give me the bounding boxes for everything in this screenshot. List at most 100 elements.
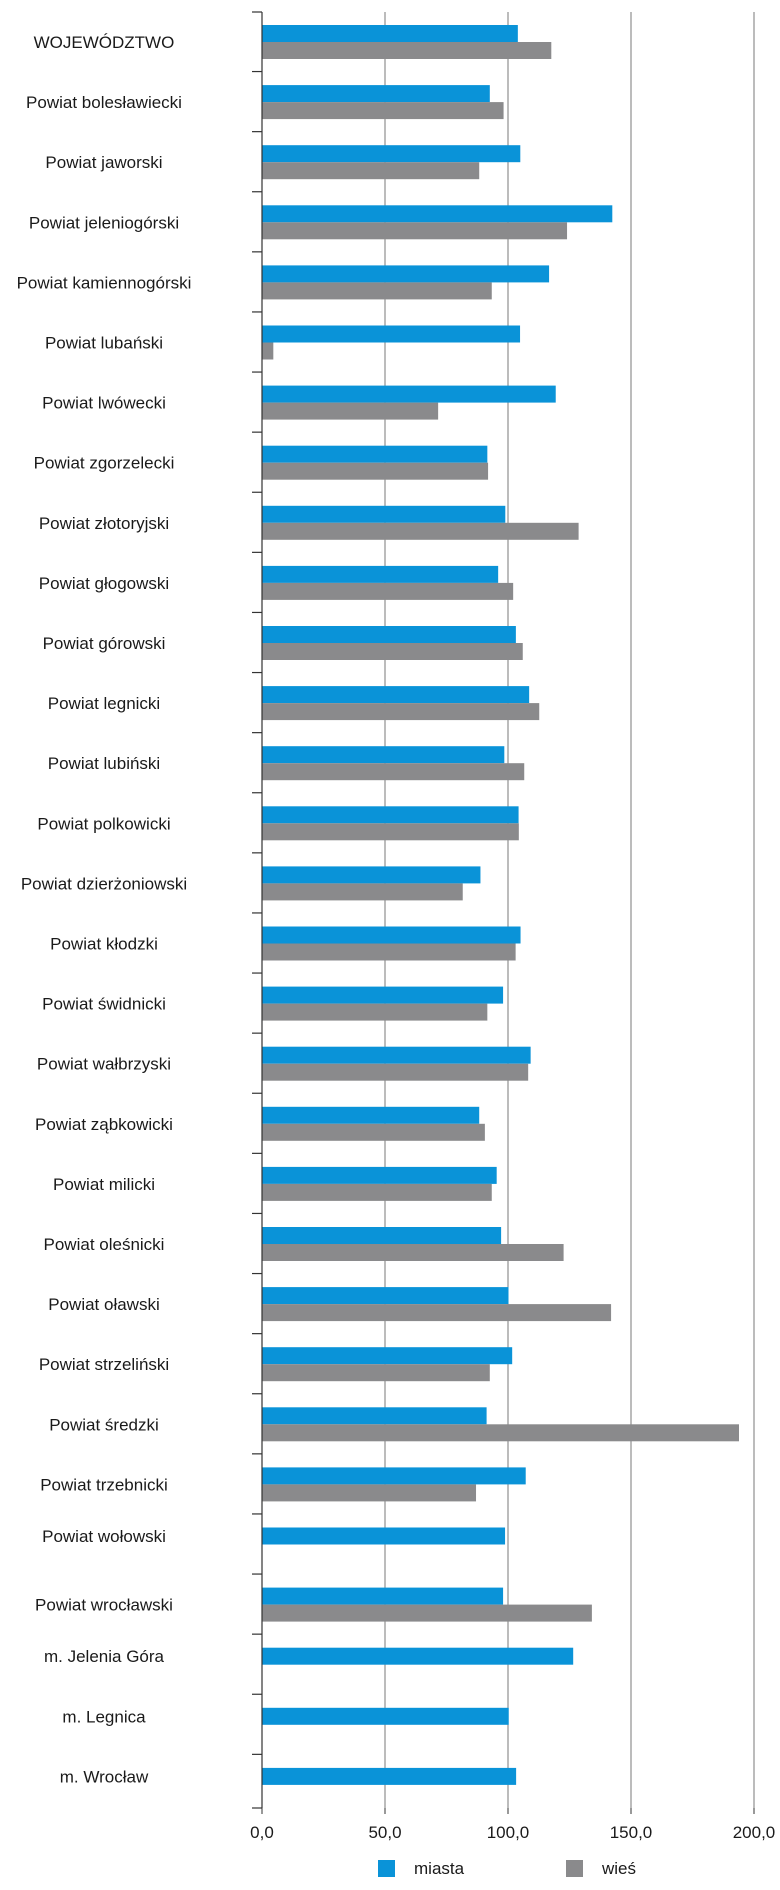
- bar-wies: [262, 42, 552, 59]
- bar-miasta: [262, 205, 613, 223]
- bar-miasta: [262, 1767, 517, 1785]
- bar-wies: [262, 342, 274, 360]
- bar-wies: [262, 823, 519, 841]
- legend-swatch-miasta: [378, 1860, 395, 1877]
- category-label: Powiat lubański: [45, 334, 163, 353]
- value-tick-label: 50,0: [368, 1823, 401, 1842]
- category-label: Powiat jaworski: [45, 153, 162, 172]
- category-label: Powiat oleśnicki: [44, 1235, 165, 1254]
- category-label: Powiat złotoryjski: [39, 514, 169, 533]
- bar-miasta: [262, 1046, 531, 1064]
- category-axis: [252, 11, 263, 1809]
- category-label: Powiat kłodzki: [50, 935, 158, 954]
- category-label: Powiat lwówecki: [42, 394, 166, 413]
- bar-miasta: [262, 926, 521, 944]
- bar-miasta: [262, 1587, 504, 1605]
- category-label: Powiat wałbrzyski: [37, 1055, 171, 1074]
- category-label: Powiat kamiennogórski: [17, 273, 192, 292]
- value-tick-label: 200,0: [733, 1823, 776, 1842]
- bar-wies: [262, 1183, 492, 1201]
- category-label: WOJEWÓDZTWO: [34, 33, 175, 52]
- category-label: Powiat legnicki: [48, 694, 160, 713]
- bar-miasta: [262, 1227, 502, 1244]
- category-label: Powiat strzeliński: [39, 1355, 169, 1374]
- legend-label-wies: wieś: [601, 1859, 636, 1878]
- category-label: Powiat zgorzelecki: [34, 454, 175, 473]
- category-label: Powiat jeleniogórski: [29, 213, 179, 232]
- value-tick-label: 0,0: [250, 1823, 274, 1842]
- category-label: Powiat lubiński: [48, 754, 160, 773]
- bar-wies: [262, 763, 525, 781]
- bar-miasta: [262, 986, 504, 1004]
- bar-wies: [262, 102, 504, 120]
- bar-miasta: [262, 25, 518, 42]
- category-label: Powiat głogowski: [39, 574, 169, 593]
- bar-miasta: [262, 746, 505, 764]
- category-label: Powiat oławski: [48, 1295, 160, 1314]
- bar-miasta: [262, 866, 481, 884]
- bar-wies: [262, 1063, 529, 1081]
- category-label: Powiat górowski: [43, 634, 166, 653]
- category-label: m. Jelenia Góra: [44, 1647, 165, 1666]
- category-label: Powiat milicki: [53, 1175, 155, 1194]
- bar-wies: [262, 643, 523, 660]
- bar-wies: [262, 703, 540, 721]
- value-tick-label: 150,0: [610, 1823, 653, 1842]
- bar-miasta: [262, 385, 556, 403]
- legend-label-miasta: miasta: [414, 1859, 465, 1878]
- bar-wies: [262, 1123, 485, 1141]
- category-labels: WOJEWÓDZTWO Powiat bolesławiecki Powiat ja…: [17, 33, 192, 1786]
- bar-miasta: [262, 565, 499, 583]
- bar-miasta: [262, 265, 550, 283]
- bar-wies: [262, 1364, 490, 1382]
- bar-wies: [262, 1484, 477, 1502]
- gridlines: [384, 12, 755, 1808]
- bar-miasta: [262, 1467, 526, 1485]
- category-label: Powiat trzebnicki: [40, 1475, 168, 1494]
- bar-miasta: [262, 145, 521, 163]
- bar-miasta: [262, 806, 519, 824]
- bar-miasta: [262, 1707, 509, 1725]
- legend-swatch-wies: [566, 1860, 583, 1877]
- category-label: m. Wrocław: [60, 1767, 149, 1786]
- bar-wies: [262, 943, 516, 961]
- bar-miasta: [262, 1287, 509, 1305]
- category-label: Powiat polkowicki: [37, 814, 170, 833]
- bar-miasta: [262, 1647, 574, 1665]
- value-axis-ticks: 0,0 50,0 100,0 150,0 200,0: [250, 1808, 775, 1842]
- bars: [262, 25, 739, 1785]
- bar-miasta: [262, 1527, 506, 1545]
- bar-wies: [262, 1604, 592, 1622]
- category-label: Powiat świdnicki: [42, 995, 166, 1014]
- bar-miasta: [262, 505, 506, 523]
- legend: miasta wieś: [378, 1859, 636, 1878]
- bar-wies: [262, 582, 514, 600]
- bar-miasta: [262, 1347, 513, 1365]
- bar-miasta: [262, 1106, 480, 1124]
- category-label: Powiat średzki: [49, 1415, 159, 1434]
- bar-wies: [262, 402, 439, 420]
- bar-wies: [262, 883, 463, 901]
- bar-wies: [262, 162, 480, 180]
- category-label: m. Legnica: [62, 1707, 146, 1726]
- bar-miasta: [262, 325, 521, 343]
- bar-miasta: [262, 626, 516, 643]
- bar-miasta: [262, 1407, 487, 1425]
- bar-wies: [262, 522, 579, 540]
- bar-miasta: [262, 85, 490, 103]
- category-label: Powiat wołowski: [42, 1527, 166, 1546]
- bar-wies: [262, 1003, 488, 1021]
- bar-wies: [262, 1304, 612, 1322]
- bar-miasta: [262, 1166, 497, 1184]
- value-tick-label: 100,0: [487, 1823, 530, 1842]
- bar-wies: [262, 222, 568, 240]
- category-label: Powiat bolesławiecki: [26, 93, 182, 112]
- category-label: Powiat ząbkowicki: [35, 1115, 173, 1134]
- category-label: Powiat dzierżoniowski: [21, 874, 187, 893]
- bar-miasta: [262, 445, 488, 463]
- category-label: Powiat wrocławski: [35, 1596, 173, 1615]
- bar-wies: [262, 1424, 739, 1442]
- bar-miasta: [262, 686, 530, 704]
- bar-wies: [262, 462, 489, 480]
